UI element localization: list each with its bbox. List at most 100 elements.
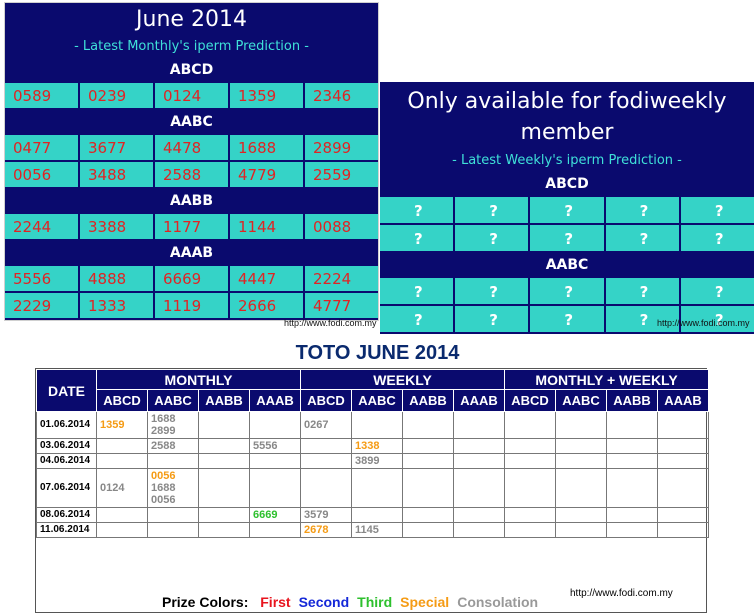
monthly-code-header: ABCD [5, 58, 378, 83]
result-cell [402, 411, 454, 439]
monthly-number-cell: 1333 [80, 293, 155, 320]
weekly-number-row: ????? [380, 306, 755, 334]
weekly-number-cell: ? [605, 225, 681, 253]
result-cell [198, 468, 250, 508]
result-cell [249, 468, 301, 508]
weekly-number-cell: ? [455, 278, 531, 306]
monthly-code-header: AABC [5, 110, 378, 135]
result-cell: 0124 [96, 468, 148, 508]
weekly-number-cell: ? [455, 197, 531, 225]
monthly-number-row: 0056 3488 2588 4779 2559 [5, 162, 378, 189]
result-cell [555, 438, 608, 454]
result-cell [198, 438, 250, 454]
toto-url: http://www.fodi.com.my [570, 588, 673, 599]
result-cell [504, 507, 557, 523]
result-cell [351, 507, 403, 523]
result-row: 03.06.2014 2588 5556 1338 [36, 438, 710, 454]
result-cell [555, 411, 608, 439]
result-cell [606, 453, 659, 469]
monthly-number-cell: 4779 [230, 162, 305, 189]
result-cell [452, 507, 506, 523]
column-header: AABB [402, 389, 454, 412]
weekly-number-row: ????? [380, 225, 755, 253]
result-cell [198, 507, 250, 523]
monthly-number-cell: 0056 [5, 162, 80, 189]
result-cell [300, 453, 352, 469]
monthly-number-row: 0589 0239 0124 1359 2346 [5, 83, 378, 110]
weekly-number-cell: ? [380, 278, 456, 306]
result-date: 07.06.2014 [36, 468, 97, 508]
result-cell [555, 507, 608, 523]
weekly-number-cell: ? [680, 306, 755, 334]
weekly-title: Only available for fodiweekly member [380, 82, 754, 150]
toto-title: TOTO JUNE 2014 [295, 342, 460, 364]
weekly-code-header: ABCD [380, 172, 754, 197]
result-row: 07.06.2014 0124 0056 1688 0056 [36, 468, 710, 508]
monthly-number-cell: 0124 [155, 83, 230, 110]
weekly-number-cell: ? [680, 197, 755, 225]
weekly-number-cell: ? [680, 278, 755, 306]
weekly-title-line2: member [520, 120, 614, 145]
monthly-number-cell: 2899 [305, 135, 378, 162]
result-date: 01.06.2014 [36, 411, 97, 439]
result-cell: 0056 1688 0056 [147, 468, 199, 508]
result-cell: 5556 [249, 438, 301, 454]
result-cell [96, 438, 148, 454]
result-cell [657, 507, 710, 523]
weekly-number-cell: ? [455, 306, 531, 334]
result-cell [452, 411, 506, 439]
column-header: AABB [198, 389, 250, 412]
result-cell [198, 453, 250, 469]
monthly-number-cell: 3677 [80, 135, 155, 162]
monthly-number-row: 2229 1333 1119 2666 4777 [5, 293, 378, 320]
result-cell [198, 522, 250, 538]
result-number: 1359 [100, 419, 125, 431]
result-cell: 3579 [300, 507, 352, 523]
legend-label: Prize Colors: [162, 594, 249, 610]
result-cell [402, 468, 454, 508]
result-cell [504, 522, 557, 538]
result-cell [300, 468, 352, 508]
result-number: 2678 [304, 524, 329, 536]
toto-group-header-row: DATE MONTHLY WEEKLY MONTHLY + WEEKLY [36, 369, 710, 412]
monthly-number-cell: 0477 [5, 135, 80, 162]
monthly-number-cell: 2224 [305, 266, 378, 293]
monthly-number-cell: 1119 [155, 293, 230, 320]
result-cell [606, 522, 659, 538]
result-cell [606, 468, 659, 508]
monthly-number-cell: 0589 [5, 83, 80, 110]
result-cell [606, 411, 659, 439]
result-cell: 1338 [351, 438, 403, 454]
result-row: 11.06.2014 2678 1145 [36, 522, 710, 538]
weekly-number-row: ????? [380, 278, 755, 306]
monthly-number-cell: 0239 [80, 83, 155, 110]
column-header: AABC [147, 389, 199, 412]
result-cell [657, 438, 710, 454]
result-cell [452, 468, 506, 508]
monthly-number-cell: 2229 [5, 293, 80, 320]
result-cell [555, 468, 608, 508]
prize-colors-legend: Prize Colors: First Second Third Special Con… [162, 594, 554, 610]
result-date: 03.06.2014 [36, 438, 97, 454]
result-number: 1338 [355, 440, 380, 452]
result-row: 04.06.2014 3899 [36, 453, 710, 469]
weekly-number-row: ????? [380, 197, 755, 225]
monthly-number-cell: 1359 [230, 83, 305, 110]
weekly-sections: ABCD?????????? AABC?????????? [380, 172, 755, 334]
result-cell [351, 468, 403, 508]
result-cell [555, 453, 608, 469]
monthly-code-header: AABB [5, 189, 378, 214]
result-cell: 6669 [249, 507, 301, 523]
toto-results-table: DATE MONTHLY WEEKLY MONTHLY + WEEKLY ABCD A… [36, 369, 710, 600]
monthly-code-header: AAAB [5, 241, 378, 266]
result-row: 01.06.2014 1359 1688 2899 0267 [36, 411, 710, 439]
result-date: 11.06.2014 [36, 522, 97, 538]
result-cell [147, 507, 199, 523]
monthly-number-cell: 4888 [80, 266, 155, 293]
toto-subheader-row: ABCD AABC AABB AAAB ABCD AABC AABB AAAB ABCD AABC… [37, 389, 710, 412]
result-number: 5556 [253, 440, 278, 452]
weekly-number-cell: ? [455, 225, 531, 253]
result-cell [147, 453, 199, 469]
result-row: 08.06.2014 6669 3579 [36, 507, 710, 523]
monthly-number-cell: 1688 [230, 135, 305, 162]
